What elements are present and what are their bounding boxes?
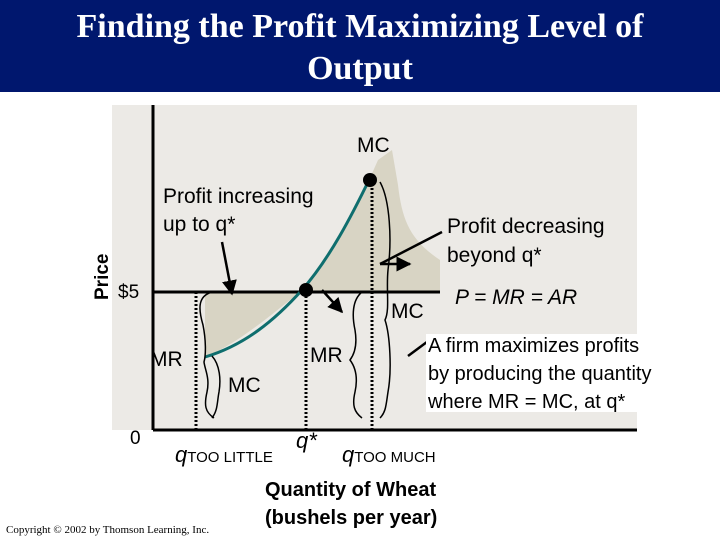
q-little-label: qTOO LITTLE (175, 442, 273, 467)
mc-curve-label: MC (357, 134, 390, 157)
q-little-letter: q (175, 442, 188, 467)
q-much-letter: q (342, 442, 355, 467)
arrow-toward-mr (321, 289, 344, 314)
decreasing-line-2: beyond q* (447, 244, 542, 267)
mc-label-right: MC (391, 300, 424, 323)
mr-label-right: MR (310, 344, 343, 367)
mr-bracket-right (349, 291, 363, 419)
mr-bracket-left (199, 291, 215, 419)
optimum-point (299, 283, 313, 297)
y-axis-label: Price (92, 254, 113, 300)
q-star-label: q* (296, 428, 318, 453)
profit-gain-shade (205, 292, 300, 357)
x-axis-label-line-2: (bushels per year) (265, 507, 437, 529)
title-banner: Finding the Profit Maximizing Level of O… (0, 0, 720, 92)
decreasing-line-1: Profit decreasing (447, 215, 605, 238)
page-title: Finding the Profit Maximizing Level of O… (0, 6, 720, 90)
increasing-line-2: up to q* (163, 213, 235, 236)
q-much-point (363, 173, 377, 187)
mc-bracket-left (211, 355, 221, 419)
q-much-subscript: TOO MUCH (354, 449, 435, 466)
copyright-notice: Copyright © 2002 by Thomson Learning, In… (6, 524, 210, 536)
q-much-label: qTOO MUCH (342, 442, 436, 467)
mc-label-left: MC (228, 374, 261, 397)
pointer-profit-decreasing (379, 230, 443, 266)
rule-line-3: where MR = MC, at q* (427, 391, 626, 413)
increasing-line-1: Profit increasing (163, 185, 314, 208)
origin-label: 0 (130, 428, 141, 449)
mr-label-left: MR (150, 348, 183, 371)
x-axis-label-line-1: Quantity of Wheat (265, 479, 436, 501)
demand-label: P = MR = AR (455, 286, 577, 309)
title-line-2: Output (307, 50, 413, 87)
mc-bracket-right (379, 181, 391, 419)
rule-line-1: A firm maximizes profits (428, 335, 639, 357)
q-little-subscript: TOO LITTLE (187, 449, 273, 466)
rule-box (426, 334, 696, 412)
title-line-1: Finding the Profit Maximizing Level of (76, 8, 644, 45)
price-tick-label: $5 (118, 282, 139, 303)
arrow-profit-increasing (220, 241, 237, 296)
rule-line-2: by producing the quantity (428, 363, 652, 385)
